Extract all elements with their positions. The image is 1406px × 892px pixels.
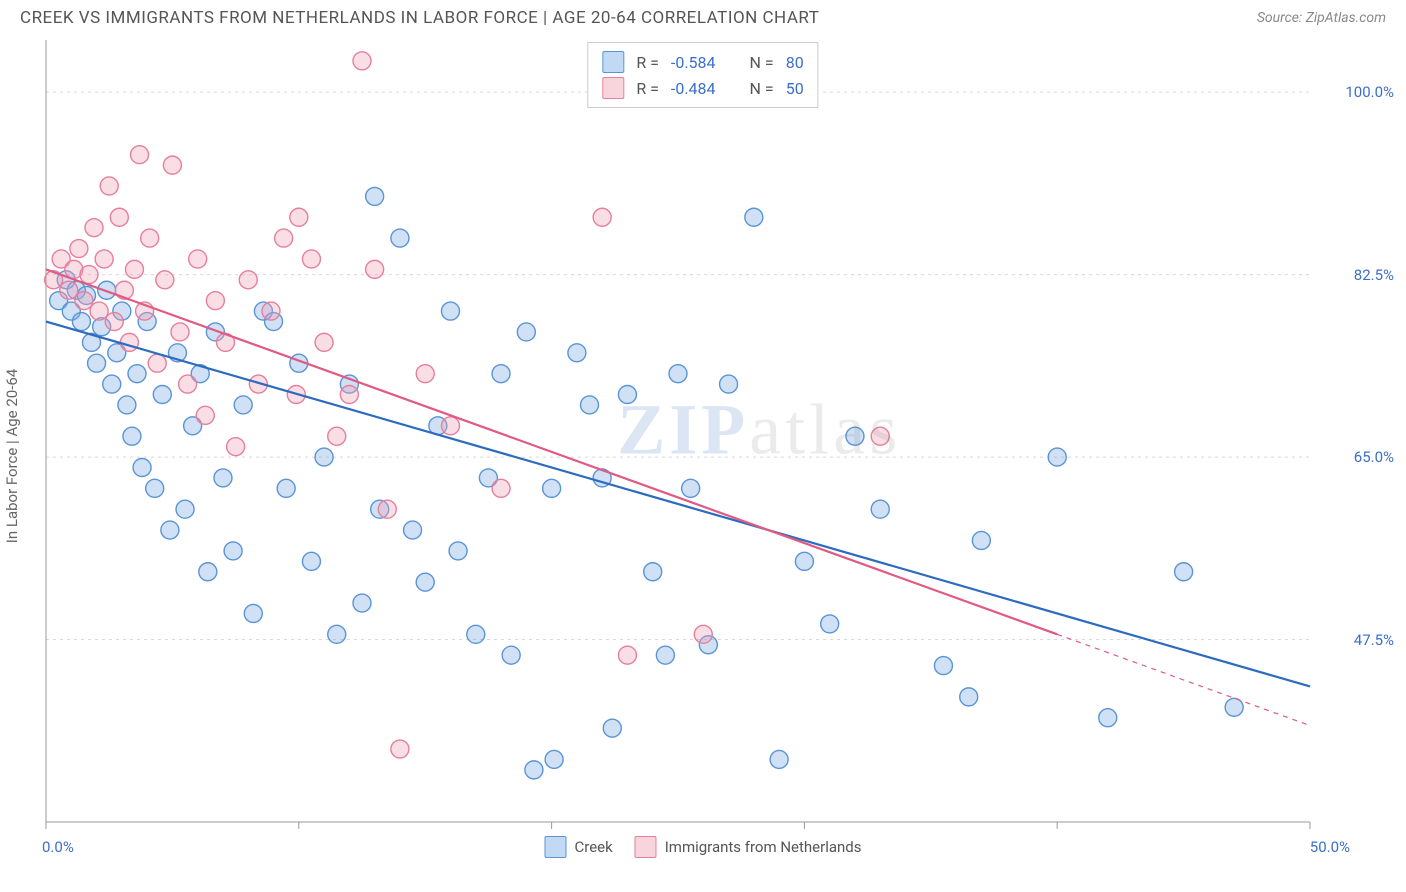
r-value: -0.484	[671, 79, 716, 98]
legend-label: Creek	[574, 838, 612, 856]
scatter-plot	[0, 32, 1406, 862]
source-value: ZipAtlas.com	[1306, 10, 1386, 26]
y-tick-label: 65.0%	[1354, 448, 1394, 466]
legend-label: Immigrants from Netherlands	[665, 838, 862, 856]
legend-swatch	[602, 51, 624, 73]
y-tick-label: 47.5%	[1354, 631, 1394, 649]
chart-header: CREEK VS IMMIGRANTS FROM NETHERLANDS IN …	[0, 0, 1406, 32]
n-value: 50	[786, 79, 804, 98]
y-axis-title: In Labor Force | Age 20-64	[3, 369, 21, 543]
legend-item: Creek	[544, 836, 612, 858]
y-tick-label: 100.0%	[1345, 83, 1394, 101]
x-tick-label: 0.0%	[42, 838, 74, 856]
n-label: N =	[750, 53, 774, 72]
legend-item: Immigrants from Netherlands	[635, 836, 862, 858]
x-tick-label: 50.0%	[1310, 838, 1350, 856]
chart-area: In Labor Force | Age 20-64 ZIPatlas R =-…	[0, 32, 1406, 862]
legend-swatch	[635, 836, 657, 858]
source-credit: Source: ZipAtlas.com	[1257, 10, 1386, 26]
legend-swatch	[602, 77, 624, 99]
source-label: Source:	[1257, 10, 1306, 26]
correlation-legend: R = -0.584 N = 80 R = -0.484 N = 50	[587, 42, 818, 108]
n-label: N =	[750, 79, 774, 98]
series-legend: Creek Immigrants from Netherlands	[544, 836, 861, 858]
r-label: R =	[636, 53, 659, 72]
n-value: 80	[786, 53, 804, 72]
legend-swatch	[544, 836, 566, 858]
r-label: R =	[636, 79, 659, 98]
r-value: -0.584	[671, 53, 716, 72]
chart-title: CREEK VS IMMIGRANTS FROM NETHERLANDS IN …	[20, 8, 819, 28]
y-tick-label: 82.5%	[1354, 266, 1394, 284]
